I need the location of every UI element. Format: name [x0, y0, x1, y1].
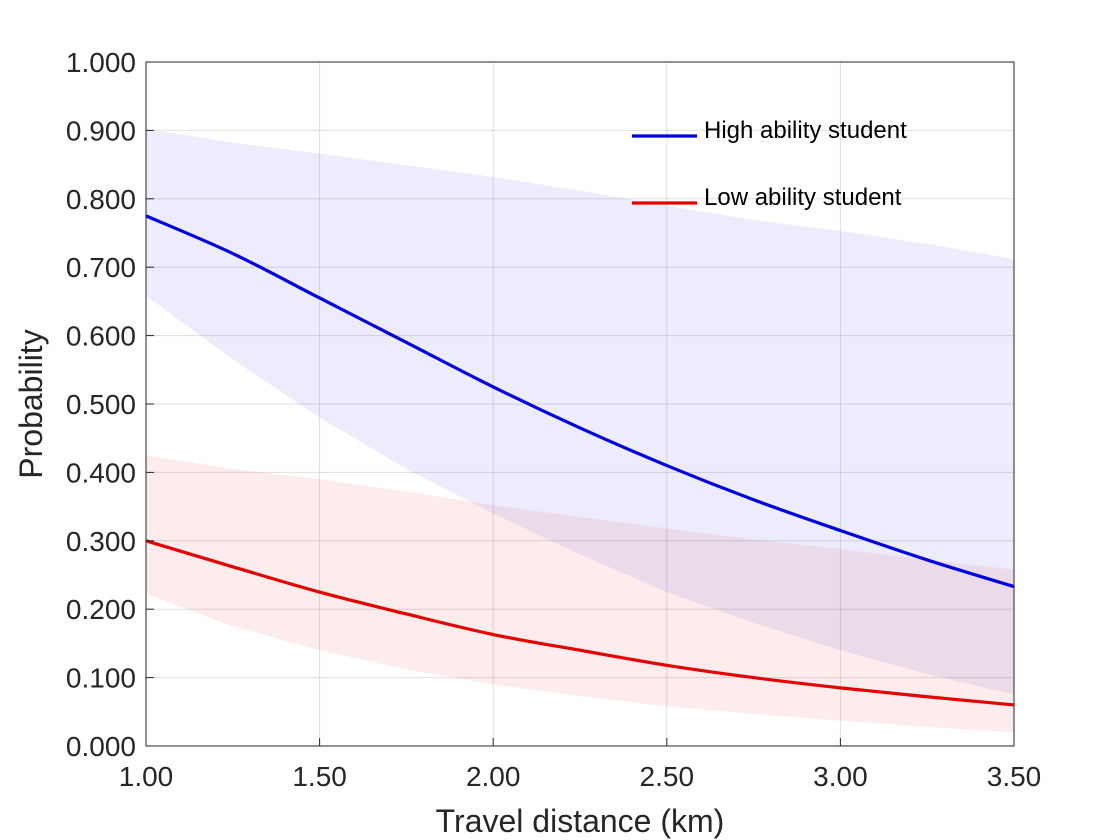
legend-label-low-ability: Low ability student — [704, 184, 902, 211]
confidence-band-low — [146, 455, 1014, 733]
x-tick-label: 3.50 — [987, 761, 1042, 792]
x-tick-label: 1.00 — [119, 761, 174, 792]
confidence-band-high — [146, 129, 1014, 695]
x-axis-ticks: 1.00 1.50 2.00 2.50 3.00 3.50 — [119, 738, 1042, 792]
y-tick-label: 1.000 — [66, 47, 136, 78]
legend-label-high-ability: High ability student — [704, 117, 907, 144]
y-tick-label: 0.900 — [66, 115, 136, 146]
series-line-low-ability — [145, 539, 1015, 707]
x-tick-label: 1.50 — [292, 761, 347, 792]
legend: High ability student Low ability student — [632, 117, 907, 211]
y-tick-label: 0.600 — [66, 321, 136, 352]
y-axis-ticks: 0.000 0.100 0.200 0.300 0.400 0.500 0.600 0.700… — [66, 47, 154, 762]
y-tick-label: 0.700 — [66, 252, 136, 283]
y-tick-label: 0.800 — [66, 184, 136, 215]
grid-lines — [146, 62, 1014, 746]
y-axis-title: Probability — [13, 329, 49, 478]
y-tick-label: 0.500 — [66, 389, 136, 420]
x-tick-label: 2.00 — [466, 761, 521, 792]
y-tick-label: 0.400 — [66, 457, 136, 488]
series-lines — [145, 214, 1015, 707]
y-tick-label: 0.200 — [66, 594, 136, 625]
y-tick-label: 0.100 — [66, 663, 136, 694]
y-tick-label: 0.000 — [66, 731, 136, 762]
x-axis-title: Travel distance (km) — [436, 803, 725, 839]
series-line-high-ability — [145, 214, 1015, 589]
x-tick-label: 3.00 — [813, 761, 868, 792]
y-tick-label: 0.300 — [66, 526, 136, 557]
confidence-bands — [146, 129, 1014, 733]
x-tick-label: 2.50 — [640, 761, 695, 792]
